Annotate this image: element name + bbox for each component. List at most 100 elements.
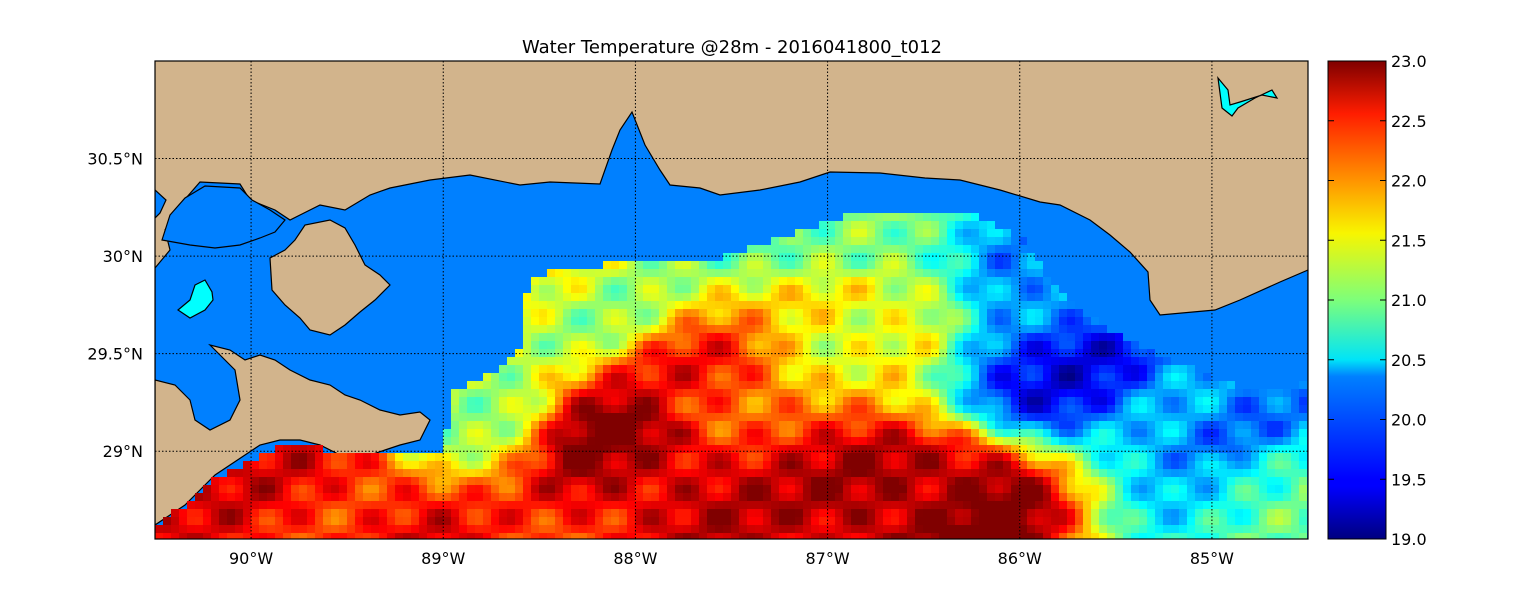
temperature-cell <box>731 381 739 389</box>
temperature-cell <box>931 493 939 501</box>
temperature-cell <box>1083 421 1091 429</box>
temperature-cell <box>611 421 619 429</box>
temperature-cell <box>883 309 891 317</box>
temperature-cell <box>539 421 547 429</box>
lake-left <box>176 279 214 319</box>
temperature-cell <box>1235 445 1243 453</box>
temperature-cell <box>755 317 763 325</box>
temperature-cell <box>531 469 539 477</box>
temperature-cell <box>643 309 651 317</box>
temperature-cell <box>347 493 355 501</box>
temperature-cell <box>523 317 531 325</box>
temperature-cell <box>707 301 715 309</box>
temperature-cell <box>347 509 355 517</box>
temperature-cell <box>1083 477 1091 485</box>
longitude-tick-label: 85°W <box>1190 549 1234 568</box>
temperature-cell <box>595 317 603 325</box>
temperature-cell <box>1203 485 1211 493</box>
temperature-cell <box>739 357 747 365</box>
temperature-cell <box>195 533 203 539</box>
temperature-cell <box>915 437 923 445</box>
temperature-cell <box>1083 453 1091 461</box>
temperature-cell <box>1235 437 1243 445</box>
temperature-cell <box>1003 333 1011 341</box>
temperature-cell <box>1251 501 1259 509</box>
temperature-cell <box>923 421 931 429</box>
temperature-cell <box>1259 413 1267 421</box>
temperature-cell <box>635 301 643 309</box>
temperature-cell <box>803 245 811 253</box>
temperature-cell <box>611 293 619 301</box>
temperature-cell <box>683 261 691 269</box>
temperature-cell <box>1003 525 1011 533</box>
temperature-cell <box>851 285 859 293</box>
temperature-cell <box>1155 445 1163 453</box>
temperature-cell <box>667 349 675 357</box>
temperature-cell <box>739 413 747 421</box>
temperature-cell <box>531 517 539 525</box>
temperature-cell <box>883 365 891 373</box>
temperature-cell <box>627 389 635 397</box>
temperature-cell <box>587 333 595 341</box>
temperature-cell <box>963 525 971 533</box>
temperature-cell <box>875 397 883 405</box>
temperature-cell <box>931 525 939 533</box>
temperature-cell <box>811 285 819 293</box>
temperature-cell <box>827 413 835 421</box>
temperature-cell <box>915 445 923 453</box>
temperature-cell <box>731 413 739 421</box>
temperature-cell <box>275 485 283 493</box>
temperature-cell <box>763 509 771 517</box>
temperature-cell <box>835 485 843 493</box>
temperature-cell <box>779 453 787 461</box>
temperature-cell <box>1043 469 1051 477</box>
temperature-cell <box>883 373 891 381</box>
temperature-cell <box>851 253 859 261</box>
temperature-cell <box>523 421 531 429</box>
temperature-cell <box>787 469 795 477</box>
temperature-cell <box>787 325 795 333</box>
temperature-cell <box>979 237 987 245</box>
temperature-cell <box>587 493 595 501</box>
temperature-cell <box>787 509 795 517</box>
temperature-cell <box>1299 509 1307 517</box>
temperature-cell <box>875 413 883 421</box>
temperature-cell <box>803 437 811 445</box>
temperature-cell <box>739 293 747 301</box>
temperature-cell <box>715 437 723 445</box>
temperature-cell <box>755 421 763 429</box>
temperature-cell <box>683 301 691 309</box>
temperature-cell <box>795 437 803 445</box>
temperature-cell <box>835 437 843 445</box>
temperature-cell <box>1011 485 1019 493</box>
temperature-cell <box>931 349 939 357</box>
temperature-cell <box>1123 421 1131 429</box>
temperature-cell <box>411 485 419 493</box>
temperature-cell <box>1155 373 1163 381</box>
temperature-cell <box>603 413 611 421</box>
temperature-cell <box>779 389 787 397</box>
temperature-cell <box>1067 525 1075 533</box>
temperature-cell <box>1219 533 1227 539</box>
temperature-cell <box>1107 341 1115 349</box>
temperature-cell <box>795 245 803 253</box>
temperature-cell <box>947 373 955 381</box>
temperature-cell <box>1147 357 1155 365</box>
temperature-cell <box>995 341 1003 349</box>
temperature-cell <box>1027 277 1035 285</box>
temperature-cell <box>619 349 627 357</box>
temperature-cell <box>1035 373 1043 381</box>
temperature-cell <box>771 509 779 517</box>
temperature-cell <box>1235 477 1243 485</box>
temperature-cell <box>691 429 699 437</box>
temperature-cell <box>963 485 971 493</box>
temperature-cell <box>779 253 787 261</box>
temperature-cell <box>667 357 675 365</box>
temperature-cell <box>515 493 523 501</box>
temperature-cell <box>507 357 515 365</box>
temperature-cell <box>987 429 995 437</box>
temperature-cell <box>1019 461 1027 469</box>
latitude-tick-label: 29.5°N <box>87 345 143 364</box>
temperature-cell <box>931 317 939 325</box>
temperature-cell <box>1171 517 1179 525</box>
